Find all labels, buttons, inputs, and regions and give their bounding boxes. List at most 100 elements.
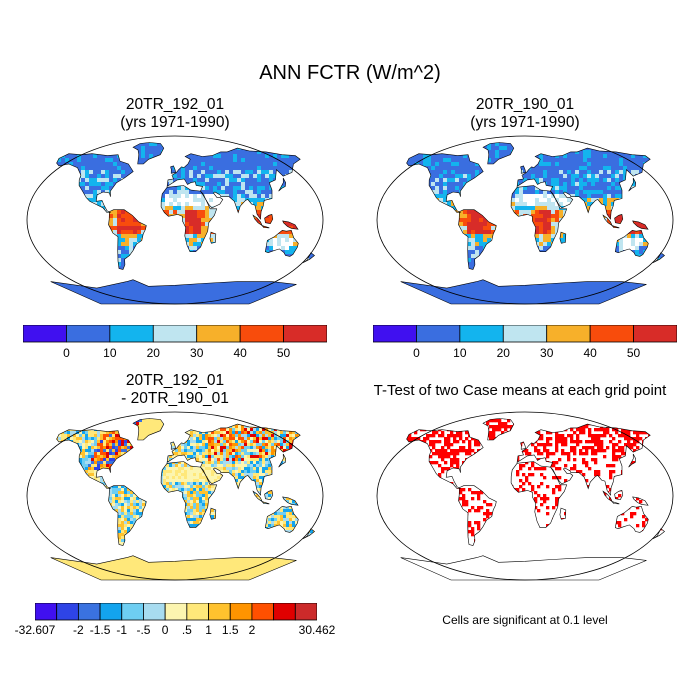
- colorbar-swatch: [273, 603, 296, 621]
- coastline-id2: [611, 501, 620, 505]
- colorbar-swatch: [143, 603, 166, 621]
- colorbar-swatch: [546, 325, 591, 343]
- colorbar-swatch: [208, 603, 231, 621]
- coastline-af: [510, 461, 568, 528]
- colorbar-tick-label: 50: [276, 346, 291, 360]
- coastline-ng: [632, 220, 649, 230]
- coastline-eu: [516, 147, 651, 220]
- colorbar-swatch: [23, 325, 67, 343]
- colorbar-swatch: [77, 603, 101, 621]
- map-panel-difference: [26, 411, 324, 581]
- colorbar-tick-label: 20: [496, 346, 510, 360]
- colorbar-tick-label: -1: [116, 623, 128, 637]
- colorbar-swatch: [283, 325, 327, 343]
- map-globe-outline: [376, 135, 674, 305]
- colorbar-tick-label: -.5: [136, 623, 151, 637]
- coastline-id3: [264, 214, 274, 225]
- colorbar-swatch: [633, 325, 677, 343]
- coastline-an: [400, 279, 647, 305]
- coastline-jp: [278, 177, 287, 192]
- colorbar-swatch: [56, 603, 79, 621]
- coastline-sa: [458, 485, 497, 546]
- coastline-au: [264, 229, 299, 257]
- coastline-nz: [652, 528, 665, 540]
- colorbar-swatch: [152, 325, 198, 343]
- coastline-eu: [516, 423, 651, 496]
- coastline-ng: [282, 220, 299, 230]
- coastline-au: [264, 505, 299, 533]
- coastline-md: [559, 231, 567, 244]
- colorbar-difference: -32.607 -2 -1.5 -1 -.5 0 .5 1 1.5 2 30.462: [15, 603, 335, 643]
- colorbar-swatch: [121, 603, 144, 621]
- colorbar-tick-label: 10: [453, 346, 467, 360]
- map-field: [50, 142, 315, 304]
- colorbar-tick-label: 0: [63, 346, 70, 360]
- coastline-id2: [261, 225, 270, 229]
- colorbar-swatch: [502, 325, 548, 343]
- coastline-uk: [520, 441, 527, 450]
- coastline-uk: [520, 165, 527, 174]
- colorbar-tick-label: 40: [233, 346, 247, 360]
- colorbar-tick-label: 10: [103, 346, 117, 360]
- map-globe-outline: [376, 411, 674, 581]
- colorbar-swatch: [164, 603, 188, 621]
- coastline-na: [56, 153, 134, 213]
- panel-4-title: T-Test of two Case means at each grid po…: [373, 382, 667, 399]
- coastline-na: [406, 429, 484, 489]
- colorbar-tick-label: 30: [540, 346, 554, 360]
- coastline-ng: [632, 496, 649, 506]
- colorbar-swatch: [66, 325, 111, 343]
- coastline-gr: [132, 418, 165, 441]
- colorbar-swatch: [229, 603, 253, 621]
- coastline-nz: [652, 252, 665, 264]
- coastline-id3: [614, 214, 624, 225]
- coastline-na: [406, 153, 484, 213]
- panel-3-title-line2: - 20TR_190_01: [121, 390, 229, 407]
- coastline-uk: [170, 441, 177, 450]
- significance-note: Cells are significant at 0.1 level: [442, 613, 608, 627]
- coastline-sa: [108, 485, 147, 546]
- colorbar-swatch: [196, 325, 241, 343]
- map-field: [400, 418, 665, 555]
- coastline-id2: [261, 501, 270, 505]
- coastline-an: [50, 555, 297, 581]
- coastline-gr: [482, 418, 515, 441]
- coastline-au: [614, 505, 649, 533]
- coastline-nz: [302, 528, 315, 540]
- colorbar-tick-label: 30.462: [298, 623, 336, 637]
- map-panel-case-1: [26, 135, 324, 305]
- coastline-id3: [264, 490, 274, 501]
- colorbar-tick-label: 0: [413, 346, 420, 360]
- coastline-uk: [170, 165, 177, 174]
- colorbar-swatch: [35, 603, 58, 621]
- panel-3-title: 20TR_192_01 - 20TR_190_01: [25, 372, 325, 408]
- coastline-af: [160, 185, 218, 252]
- map-field: [400, 142, 665, 304]
- colorbar-tick-label: 1: [205, 623, 212, 637]
- map-field: [50, 418, 315, 580]
- colorbar-tick-label: 0: [161, 623, 169, 637]
- map-panel-ttest: [376, 411, 674, 581]
- coastline-jp: [278, 453, 287, 468]
- coastline-id2: [611, 225, 620, 229]
- coastline-jp: [628, 177, 637, 192]
- panel-1-title-line2: (yrs 1971-1990): [120, 114, 230, 131]
- coastline-au: [614, 229, 649, 257]
- colorbar-swatch: [373, 325, 417, 343]
- colorbar-tick-label: -2: [73, 623, 84, 637]
- coastline-gr: [482, 142, 515, 165]
- colorbar-swatch: [251, 603, 275, 621]
- colorbar-swatch: [459, 325, 504, 343]
- colorbar-swatch: [416, 325, 461, 343]
- coastline-eu: [166, 423, 301, 496]
- colorbar-tick-label: 2: [248, 623, 256, 637]
- coastline-gr: [132, 142, 165, 165]
- colorbar-tick-label: -1.5: [89, 623, 111, 637]
- colorbar-case-1: 0 10 20 30 40 50: [23, 325, 327, 365]
- coastline-an: [50, 279, 297, 305]
- colorbar-swatch: [186, 603, 209, 621]
- colorbar-swatch: [294, 603, 317, 621]
- coastline-sa: [458, 209, 497, 270]
- coastline-nz: [302, 252, 315, 264]
- coastline-af: [510, 185, 568, 252]
